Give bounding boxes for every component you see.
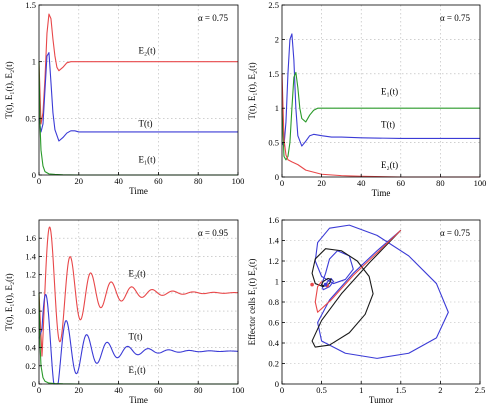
- x-axis-label: Time: [372, 188, 391, 198]
- y-tick-label: 1.6: [268, 215, 279, 225]
- x-tick-label: 1.5: [395, 385, 406, 395]
- series-label: E₁(t): [139, 155, 156, 165]
- y-tick-label: 0.5: [25, 113, 36, 123]
- y-tick-label: 1: [275, 103, 279, 113]
- x-tick-label: 2.5: [475, 385, 486, 395]
- x-tick-label: 0: [37, 176, 41, 186]
- y-tick-label: 0: [275, 379, 279, 389]
- series-label: E₂(t): [139, 46, 156, 56]
- y-tick-label: 1.2: [268, 256, 279, 266]
- series-label: E₁(t): [129, 365, 146, 375]
- axes-frame: [281, 4, 481, 178]
- x-tick-label: 0: [280, 178, 284, 188]
- y-tick-label: 1: [275, 277, 279, 287]
- y-tick-label: 2.5: [268, 0, 279, 10]
- x-tick-label: 0: [37, 385, 41, 395]
- series-line-d-0: [314, 224, 449, 359]
- alpha-annotation: α = 0.75: [440, 13, 471, 23]
- x-tick-label: 0: [280, 385, 284, 395]
- y-tick-label: 1: [32, 57, 36, 67]
- x-tick-label: 100: [232, 176, 245, 186]
- y-axis-label: T(t), E₁(t), E₂(t): [4, 273, 14, 330]
- y-tick-label: 0.4: [25, 343, 36, 353]
- series-line-a-0: [38, 13, 238, 125]
- y-tick-label: 0.4: [268, 338, 279, 348]
- x-tick-label: 80: [194, 385, 203, 395]
- endpoint-marker-0: [310, 282, 314, 287]
- x-tick-label: 80: [436, 178, 445, 188]
- y-tick-label: 1.5: [25, 0, 36, 10]
- y-tick-label: 1.2: [25, 270, 36, 280]
- y-tick-label: 1.4: [25, 251, 36, 261]
- series-label: T(t): [129, 331, 143, 341]
- x-tick-label: 0.5: [316, 385, 327, 395]
- y-tick-label: 0: [32, 170, 36, 180]
- y-tick-label: 0: [32, 379, 36, 389]
- alpha-annotation: α = 0.75: [198, 13, 229, 23]
- alpha-annotation: α = 0.75: [440, 228, 471, 238]
- series-line-b-0: [281, 33, 480, 147]
- y-tick-label: 1.6: [25, 233, 36, 243]
- x-tick-label: 100: [474, 178, 487, 188]
- x-tick-label: 20: [75, 176, 84, 186]
- x-tick-label: 60: [154, 176, 163, 186]
- y-tick-label: 0.5: [268, 138, 279, 148]
- panel-a: 0 20 40 60 80 100 0 0.5 1 1.5 Time T(t), E₁(t), E₂(…: [4, 0, 244, 196]
- series-label: T(t): [381, 119, 395, 129]
- axes-frame: [38, 4, 239, 176]
- endpoint-marker-2: [323, 282, 328, 287]
- y-axis-label: T(t), E₁(t), E₂(t): [4, 61, 14, 118]
- y-axis-label: T(t), E₁(t), E₂(t): [247, 62, 257, 119]
- x-tick-label: 20: [317, 178, 326, 188]
- x-tick-label: 40: [114, 385, 123, 395]
- x-tick-label: 20: [75, 385, 84, 395]
- y-tick-label: 0.8: [268, 297, 279, 307]
- x-tick-label: 1: [359, 385, 363, 395]
- series-label: T(t): [139, 118, 153, 128]
- x-tick-label: 40: [357, 178, 366, 188]
- series-line-d-1: [311, 229, 402, 348]
- y-tick-label: 0: [275, 172, 279, 182]
- x-tick-label: 100: [232, 385, 245, 395]
- y-tick-label: 0.6: [268, 318, 279, 328]
- x-tick-label: 2: [438, 385, 442, 395]
- panel-c: 0 20 40 60 80 100 0 0.2 0.4 0.6 0.8 1 1.2 1.4 1.6 Time T…: [4, 219, 245, 405]
- x-tick-label: 80: [194, 176, 203, 186]
- y-tick-label: 0.2: [268, 359, 279, 369]
- panel-d: 0 0.5 1 1.5 2 2.5 0 0.2 0.4 0.6 0.8 1 1.2 1.4 1.6 Tumor…: [247, 215, 485, 405]
- x-axis-label: Tumor: [369, 395, 393, 405]
- y-tick-label: 1: [32, 288, 36, 298]
- y-tick-label: 0.2: [25, 361, 36, 371]
- x-axis-label: Time: [129, 186, 148, 196]
- y-tick-label: 0.8: [25, 306, 36, 316]
- y-tick-label: 1.5: [268, 69, 279, 79]
- series-line-c-1: [38, 293, 239, 385]
- y-tick-label: 2: [275, 34, 279, 44]
- series-line-b-1: [281, 71, 480, 161]
- series-label: E₂(t): [129, 268, 146, 278]
- x-axis-label: Time: [129, 395, 148, 405]
- y-axis-label: Effector cells E₁(t) E₂(t): [247, 259, 257, 346]
- series-line-a-1: [38, 52, 238, 142]
- x-tick-label: 60: [397, 178, 406, 188]
- x-tick-label: 60: [154, 385, 163, 395]
- y-tick-label: 1.4: [268, 236, 279, 246]
- series-label: E₁(t): [381, 86, 398, 96]
- y-tick-label: 0.6: [25, 324, 36, 334]
- x-tick-label: 40: [114, 176, 123, 186]
- alpha-annotation: α = 0.95: [198, 228, 229, 238]
- axes-frame: [38, 219, 239, 385]
- series-line-c-0: [38, 226, 239, 357]
- series-line-d-2: [314, 229, 402, 313]
- series-label: E₂(t): [381, 160, 398, 170]
- panel-b: 0 20 40 60 80 100 0 0.5 1 1.5 2 2.5 Time T(t), E₁(t),…: [247, 0, 486, 198]
